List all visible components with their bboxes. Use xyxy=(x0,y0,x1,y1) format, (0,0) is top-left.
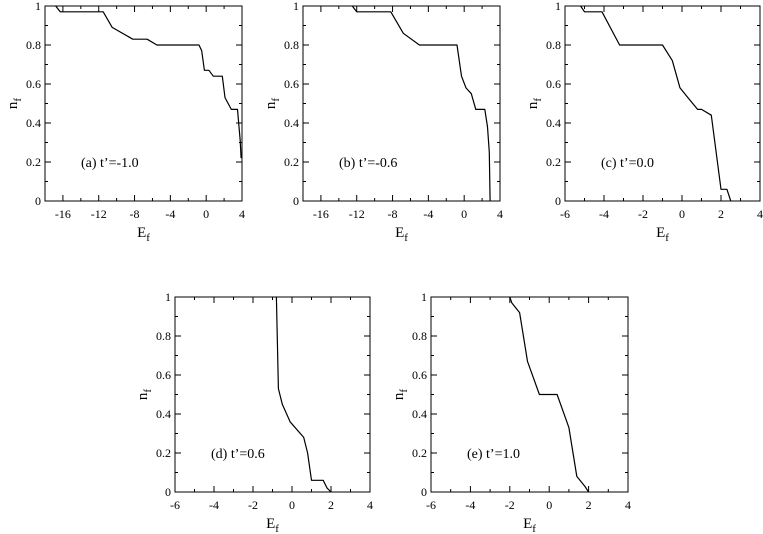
y-tick-label-a: 1 xyxy=(35,0,41,13)
y-tick-label-b: 0.8 xyxy=(284,38,299,52)
y-tick-label-c: 0.8 xyxy=(546,38,561,52)
x-tick-label-a: -4 xyxy=(165,207,175,221)
y-tick-label-a: 0.6 xyxy=(26,77,41,91)
y-axis-label-a: nf xyxy=(5,98,24,110)
y-tick-label-a: 0 xyxy=(35,194,41,208)
y-tick-label-a: 0.4 xyxy=(26,116,41,130)
plot-frame-c xyxy=(564,5,761,202)
y-tick-label-a: 0.8 xyxy=(26,38,41,52)
x-axis-label-a: Ef xyxy=(137,225,150,244)
x-axis-label-c: Ef xyxy=(656,225,669,244)
plot-frame-e xyxy=(430,296,629,493)
panel-annotation-a: (a) t’=-1.0 xyxy=(81,156,139,171)
panel-annotation-c: (c) t’=0.0 xyxy=(601,156,654,171)
x-tick-label-e: 0 xyxy=(546,498,552,512)
x-axis-label-b: Ef xyxy=(395,225,408,244)
x-tick-label-c: 0 xyxy=(679,207,685,221)
x-tick-label-b: -8 xyxy=(388,207,398,221)
plot-frame-a xyxy=(44,5,243,202)
x-tick-label-e: -2 xyxy=(505,498,515,512)
y-axis-label-c: nf xyxy=(525,98,544,110)
y-tick-label-d: 1 xyxy=(165,290,171,304)
y-tick-label-d: 0 xyxy=(165,485,171,499)
x-tick-label-c: 4 xyxy=(757,207,763,221)
x-tick-label-c: -4 xyxy=(599,207,609,221)
x-tick-label-d: 0 xyxy=(289,498,295,512)
y-tick-label-b: 0.6 xyxy=(284,77,299,91)
x-tick-label-e: 4 xyxy=(625,498,631,512)
y-tick-label-e: 1 xyxy=(421,290,427,304)
y-axis-label-d: nf xyxy=(135,389,154,401)
y-tick-label-d: 0.6 xyxy=(156,368,171,382)
x-tick-label-a: 4 xyxy=(239,207,245,221)
panel-a: -16 -12 -8 -4 0 4 0 0.2 0.4 0.6 0.8 1 Ef nf (a) t’=-1.… xyxy=(5,0,245,244)
y-tick-label-e: 0.4 xyxy=(412,407,427,421)
panel-b: -16 -12 -8 -4 0 4 0 0.2 0.4 0.6 0.8 1 Ef nf (b) t’=-0.… xyxy=(263,0,503,244)
x-tick-label-b: 0 xyxy=(461,207,467,221)
x-tick-label-c: -2 xyxy=(638,207,648,221)
x-tick-label-d: 4 xyxy=(367,498,373,512)
panel-c: -6 -4 -2 0 2 4 0 0.2 0.4 0.6 0.8 1 Ef nf (c) t’=0.0 xyxy=(525,0,763,244)
x-tick-label-a: -16 xyxy=(55,207,71,221)
data-line-d xyxy=(275,296,332,493)
y-tick-label-c: 0.4 xyxy=(546,116,561,130)
y-axis-label-e: nf xyxy=(391,389,410,401)
y-tick-label-a: 0.2 xyxy=(26,155,41,169)
y-tick-label-c: 0 xyxy=(555,194,561,208)
x-tick-label-b: -12 xyxy=(349,207,365,221)
y-tick-label-b: 0.2 xyxy=(284,155,299,169)
x-axis-label-d: Ef xyxy=(266,516,279,534)
x-tick-label-e: -6 xyxy=(426,498,436,512)
plot-frame-b xyxy=(302,5,501,202)
x-tick-label-a: 0 xyxy=(203,207,209,221)
panel-annotation-d: (d) t’=0.6 xyxy=(211,447,265,462)
x-axis-label-e: Ef xyxy=(523,516,536,534)
y-tick-label-e: 0.6 xyxy=(412,368,427,382)
y-tick-label-b: 1 xyxy=(293,0,299,13)
y-axis-label-b: nf xyxy=(263,98,282,110)
panel-annotation-e: (e) t’=1.0 xyxy=(467,447,520,462)
panel-e: -6 -4 -2 0 2 4 0 0.2 0.4 0.6 0.8 1 Ef nf (e) t’=1.0 xyxy=(391,290,631,534)
y-tick-label-c: 0.6 xyxy=(546,77,561,91)
panel-annotation-b: (b) t’=-0.6 xyxy=(339,156,397,171)
x-tick-label-d: -6 xyxy=(170,498,180,512)
data-line-e xyxy=(509,296,590,493)
x-tick-label-c: 2 xyxy=(718,207,724,221)
data-line-b xyxy=(351,5,491,202)
x-tick-label-e: -4 xyxy=(465,498,475,512)
x-tick-label-b: -4 xyxy=(423,207,433,221)
y-tick-label-b: 0 xyxy=(293,194,299,208)
plot-frame-d xyxy=(174,296,371,493)
x-tick-label-d: 2 xyxy=(328,498,334,512)
y-tick-label-b: 0.4 xyxy=(284,116,299,130)
y-tick-label-e: 0.2 xyxy=(412,446,427,460)
x-tick-label-e: 2 xyxy=(586,498,592,512)
y-tick-label-d: 0.2 xyxy=(156,446,171,460)
x-tick-label-b: -16 xyxy=(313,207,329,221)
y-tick-label-c: 1 xyxy=(555,0,561,13)
x-tick-label-b: 4 xyxy=(497,207,503,221)
x-tick-label-a: -12 xyxy=(91,207,107,221)
y-tick-label-c: 0.2 xyxy=(546,155,561,169)
panel-d: -6 -4 -2 0 2 4 0 0.2 0.4 0.6 0.8 1 Ef nf (d) t’=0.6 xyxy=(135,290,373,534)
data-line-c xyxy=(580,5,732,202)
y-tick-label-e: 0 xyxy=(421,485,427,499)
y-tick-label-d: 0.8 xyxy=(156,329,171,343)
x-tick-label-d: -2 xyxy=(248,498,258,512)
x-tick-label-c: -6 xyxy=(560,207,570,221)
data-line-a xyxy=(55,5,242,159)
y-tick-label-e: 0.8 xyxy=(412,329,427,343)
x-tick-label-a: -8 xyxy=(130,207,140,221)
y-tick-label-d: 0.4 xyxy=(156,407,171,421)
x-tick-label-d: -4 xyxy=(209,498,219,512)
